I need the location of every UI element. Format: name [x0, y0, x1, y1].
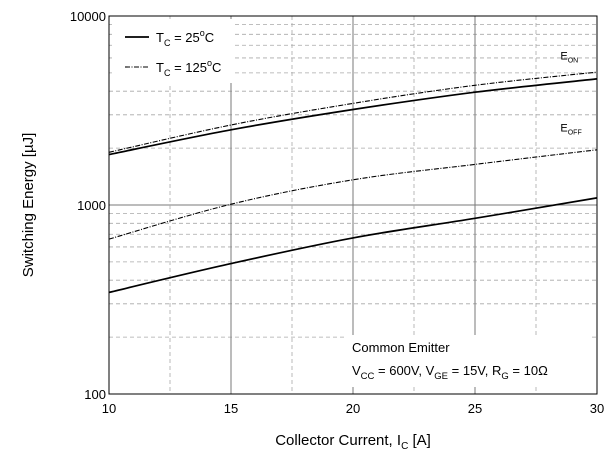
annotation: Common Emitter VCC = 600V, VGE = 15V, RG …	[347, 335, 589, 387]
x-axis-label: Collector Current, IC [A]	[275, 432, 431, 452]
eoff-25c-curve	[108, 197, 598, 294]
y-tick-label: 10000	[70, 9, 106, 24]
legend-background	[112, 19, 234, 83]
annotation-line-1: Common Emitter	[352, 340, 450, 355]
y-axis-label: Switching Energy [µJ]	[20, 133, 37, 278]
plot-frame	[108, 15, 598, 395]
eoff-125c-curve	[108, 149, 598, 240]
annotation-line-2: VCC = 600V, VGE = 15V, RG = 10Ω	[352, 363, 548, 382]
curve-label-on: EON	[560, 50, 578, 64]
legend-label-25c: TC = 25oC	[156, 28, 214, 48]
curve-label-off: EOFF	[560, 122, 581, 136]
y-tick-label: 100	[84, 387, 106, 402]
x-tick-label: 15	[224, 401, 238, 416]
annotation-background	[347, 335, 589, 387]
x-tick-label: 10	[102, 401, 116, 416]
tick-labels: 10 15 20 25 30 100 1000 10000	[70, 9, 604, 416]
axis-labels: Collector Current, IC [A] Switching Energ…	[20, 133, 431, 452]
x-tick-label: 30	[590, 401, 604, 416]
x-tick-label: 20	[346, 401, 360, 416]
eon-125c-curve	[108, 71, 598, 153]
legend: TC = 25oC TC = 125oC	[112, 19, 234, 83]
eon-25c-curve	[108, 78, 598, 156]
y-tick-label: 1000	[77, 198, 106, 213]
curves	[108, 71, 598, 294]
curve-labels: EON EOFF	[560, 50, 581, 136]
x-tick-label: 25	[468, 401, 482, 416]
legend-label-125c: TC = 125oC	[156, 58, 221, 78]
